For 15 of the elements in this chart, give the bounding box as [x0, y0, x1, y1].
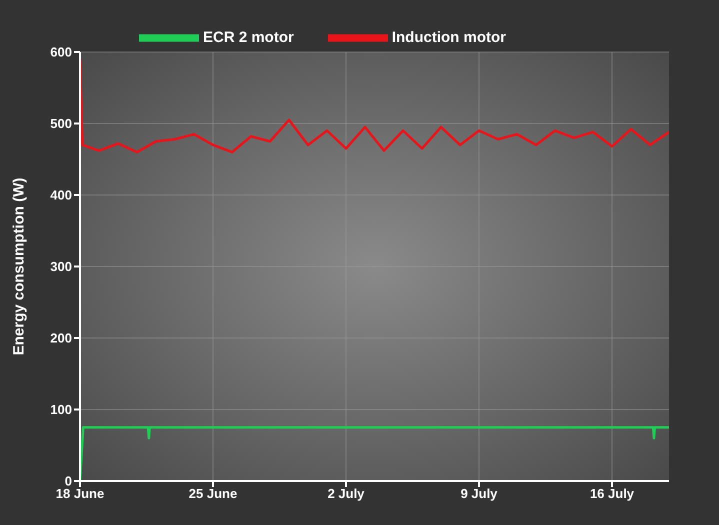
y-tick-label: 0: [64, 474, 72, 489]
legend-label: Induction motor: [392, 29, 506, 46]
x-tick-label: 9 July: [460, 486, 498, 502]
y-tick-label: 300: [50, 259, 72, 274]
x-tick-label: 25 June: [188, 486, 238, 502]
y-tick-label: 500: [50, 116, 72, 132]
x-tick-label: 18 June: [56, 486, 104, 502]
y-tick-label: 100: [50, 402, 72, 418]
y-tick-label: 200: [50, 330, 72, 346]
legend-label: ECR 2 motor: [203, 29, 294, 46]
y-tick-label: 400: [50, 188, 72, 203]
x-tick-label: 2 July: [328, 486, 366, 502]
y-tick-label: 600: [50, 44, 72, 60]
x-tick-label: 16 July: [590, 486, 635, 502]
y-axis-title: Energy consumption (W): [10, 178, 28, 356]
